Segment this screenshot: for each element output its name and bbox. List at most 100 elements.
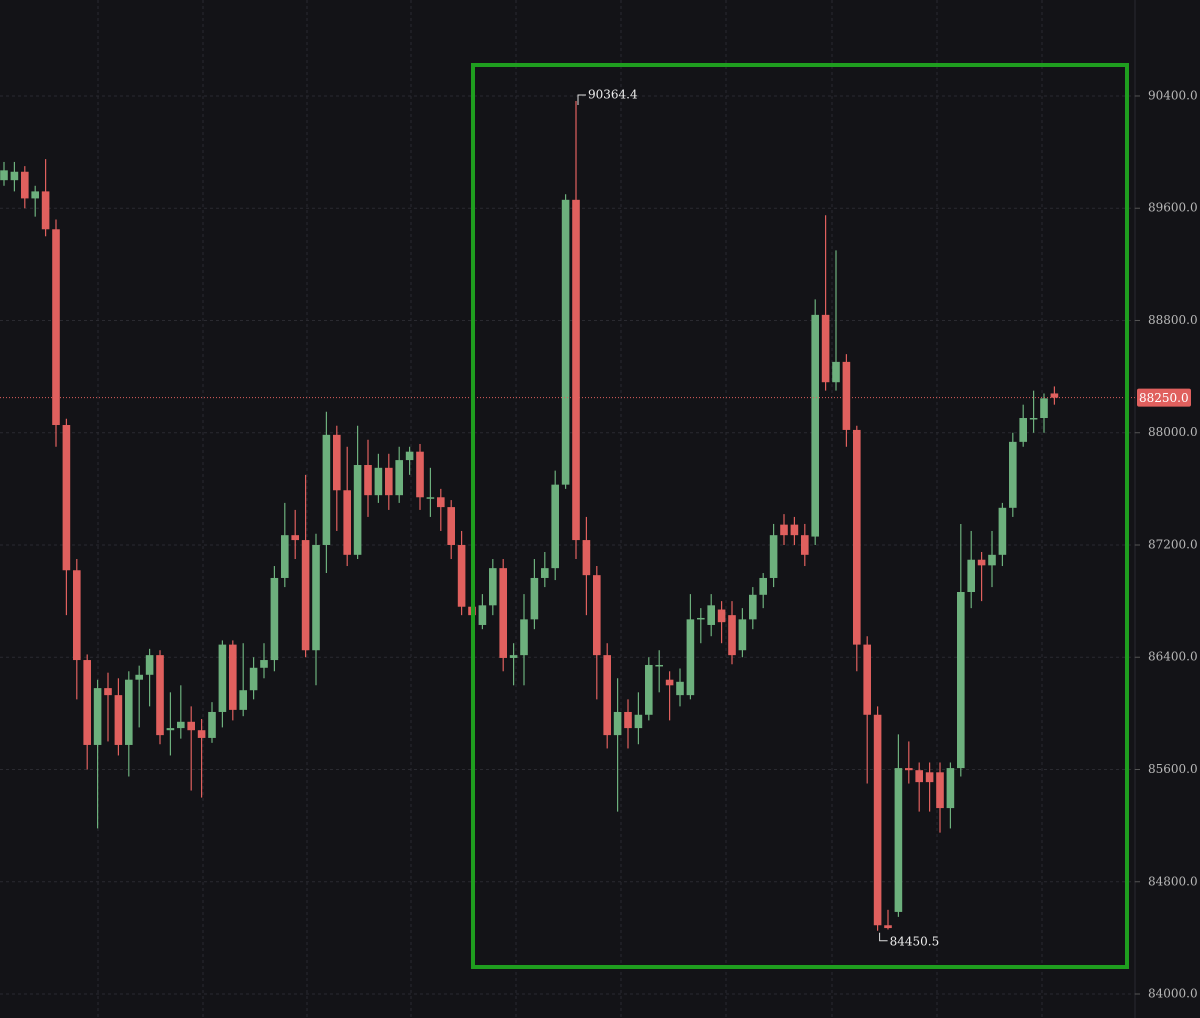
candle-body xyxy=(697,617,705,620)
candle-body xyxy=(520,619,528,656)
candle-body xyxy=(125,679,133,745)
candle-body xyxy=(1050,393,1059,398)
candle-body xyxy=(52,229,60,426)
candle-body xyxy=(863,644,871,715)
candle-body xyxy=(41,191,50,230)
candle-body xyxy=(135,674,143,680)
candle-body xyxy=(686,619,695,696)
candle-body xyxy=(489,568,497,606)
candle-body xyxy=(676,681,684,696)
candle-body xyxy=(229,644,237,710)
candle-body xyxy=(977,559,986,566)
candle-body xyxy=(613,711,622,736)
candle-body xyxy=(936,772,944,809)
candle-body xyxy=(322,434,331,545)
vertical-grid xyxy=(97,0,1043,1018)
candle-body xyxy=(853,429,861,645)
candle-body xyxy=(301,540,310,651)
highlight-box xyxy=(471,63,1129,969)
last-price-box xyxy=(1137,388,1191,407)
candle-body xyxy=(593,575,601,656)
y-tick-label: 87200.0 xyxy=(1148,537,1198,551)
candle-body xyxy=(499,568,507,658)
candle-body xyxy=(811,314,819,537)
candle-body xyxy=(780,524,788,536)
candle-body xyxy=(832,361,840,383)
candle-body xyxy=(665,679,674,686)
candle-body xyxy=(31,191,39,199)
low-marker-arrow xyxy=(879,932,888,942)
candle-body xyxy=(333,434,341,491)
candle-body xyxy=(0,170,8,181)
candle-body xyxy=(416,451,424,498)
candle-body xyxy=(187,721,195,731)
candle-body xyxy=(1019,418,1027,442)
candle-body xyxy=(541,568,549,578)
candle-body xyxy=(457,544,466,607)
plot: 84000.0 84800.0 85600.0 86400.0 87200.0 88000… xyxy=(0,87,1198,1001)
candle-body xyxy=(790,524,799,536)
candle-body xyxy=(946,768,955,809)
candle-body xyxy=(582,540,591,576)
candle-body xyxy=(478,605,487,625)
candle-body xyxy=(1029,418,1038,420)
candle-body xyxy=(967,559,975,592)
candle-body xyxy=(62,425,71,571)
candle-body xyxy=(655,664,663,667)
candle-body xyxy=(957,591,965,769)
candle-body xyxy=(104,688,112,696)
candle-body xyxy=(208,711,216,738)
y-tick-label: 88000.0 xyxy=(1148,425,1198,439)
candle-body xyxy=(374,467,383,496)
candle-body xyxy=(1040,398,1048,419)
candle-body xyxy=(509,655,518,658)
candle-body xyxy=(769,535,778,578)
candle-body xyxy=(801,535,809,555)
candle-body xyxy=(437,497,445,508)
candle-body xyxy=(728,615,736,656)
low-marker-label: 84450.5 xyxy=(890,934,940,948)
y-tick-label: 84800.0 xyxy=(1148,874,1198,888)
candle-body xyxy=(759,577,767,595)
candle-body xyxy=(312,544,320,651)
candle-body xyxy=(988,554,996,566)
candle-body xyxy=(894,768,903,912)
candle-body xyxy=(572,199,580,541)
candle-body xyxy=(821,314,830,383)
candle-body xyxy=(10,171,19,181)
candle-body xyxy=(603,655,611,736)
candle-body xyxy=(717,609,726,623)
candle-body xyxy=(395,460,403,496)
last-price-label: 88250.0 xyxy=(1139,391,1189,405)
candle-body xyxy=(156,655,164,736)
candle-body xyxy=(925,772,934,783)
high-marker-label: 90364.4 xyxy=(588,87,638,101)
candle-body xyxy=(873,714,882,926)
candle-body xyxy=(93,688,102,745)
candle-body xyxy=(998,507,1007,555)
candle-body xyxy=(645,664,653,715)
candle-body xyxy=(218,644,227,712)
candle-body xyxy=(530,577,539,620)
y-tick-label: 90400.0 xyxy=(1148,88,1198,102)
candle-body xyxy=(281,535,289,578)
candle-body xyxy=(249,667,258,691)
candle-body xyxy=(426,497,435,499)
candle-body xyxy=(364,465,372,496)
candle-body xyxy=(353,465,362,555)
candle-body xyxy=(83,660,91,745)
candle-body xyxy=(707,605,715,625)
y-tick-label: 89600.0 xyxy=(1148,201,1198,215)
candle-body xyxy=(239,690,247,710)
candle-body xyxy=(447,507,455,545)
candle-body xyxy=(551,484,559,569)
candle-body xyxy=(177,721,185,729)
candle-body xyxy=(114,695,123,745)
candle-body xyxy=(749,594,757,620)
candle-body xyxy=(343,490,351,555)
candle-body xyxy=(884,925,892,929)
candle-body xyxy=(405,451,414,461)
candle-body xyxy=(1009,441,1017,508)
y-tick-label: 88800.0 xyxy=(1148,313,1198,327)
